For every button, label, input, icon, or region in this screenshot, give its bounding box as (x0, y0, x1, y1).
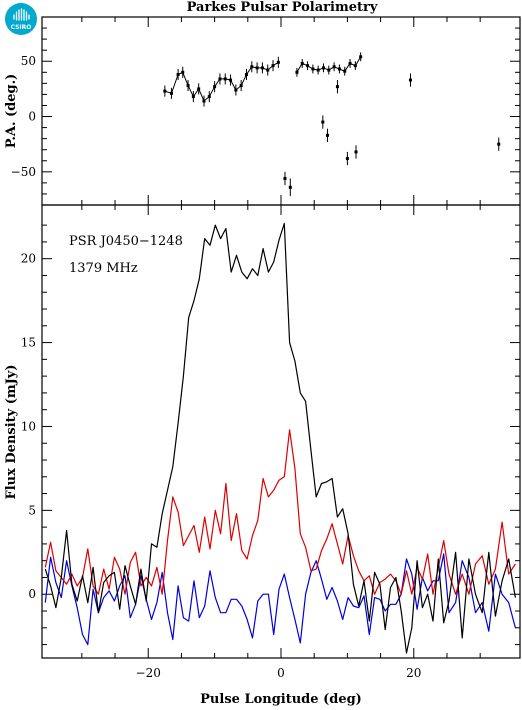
bottom-y-tick-label: 15 (21, 336, 36, 350)
x-tick-label: 0 (277, 666, 285, 680)
pa-point (316, 68, 320, 72)
pa-point (348, 61, 352, 65)
csiro-logo: CSIRO (5, 3, 37, 35)
pa-point (260, 66, 264, 70)
top-panel-frame (41, 16, 521, 206)
pa-point (266, 68, 270, 72)
logo-text: CSIRO (11, 24, 32, 31)
pa-point (186, 84, 190, 88)
top-y-tick-label: 0 (28, 110, 36, 124)
pa-point (497, 142, 501, 146)
pa-point (337, 67, 341, 71)
pa-point (244, 73, 248, 77)
top-y-tick-label: 50 (21, 54, 36, 68)
x-tick-label: 20 (406, 666, 421, 680)
pa-point (176, 73, 180, 77)
pa-point (271, 64, 275, 68)
pa-point (321, 66, 325, 70)
pa-point (306, 64, 310, 68)
pulsar-name-annotation: PSR J0450−1248 (69, 234, 183, 249)
linear-polarization-line (44, 429, 516, 595)
bottom-y-tick-label: 5 (28, 503, 36, 517)
pa-points (163, 52, 501, 197)
x-tick-label: −20 (136, 666, 161, 680)
pa-point (223, 77, 227, 81)
tick-labels: −20 0 20 −50 0 50 0 5 10 15 20 (11, 54, 422, 680)
pa-point (181, 70, 185, 74)
pa-point (288, 185, 292, 189)
circular-polarization-line (44, 553, 516, 646)
pa-point (295, 70, 299, 74)
pa-point (359, 55, 363, 59)
chart-title: Parkes Pulsar Polarimetry (187, 0, 378, 15)
pa-point (408, 78, 412, 82)
pa-point (202, 99, 206, 103)
total-intensity-line (44, 222, 516, 654)
pa-point (343, 69, 347, 73)
pa-point (218, 77, 222, 81)
pa-point (163, 89, 167, 93)
pa-point (229, 78, 233, 82)
pa-point (311, 67, 315, 71)
bottom-y-axis-label: Flux Density (mJy) (4, 365, 19, 500)
pa-point (345, 157, 349, 161)
top-y-axis-label: P.A. (deg.) (4, 74, 19, 149)
pa-point (255, 66, 259, 70)
pa-point (213, 85, 217, 89)
bottom-y-tick-label: 10 (21, 419, 36, 433)
pa-point (325, 133, 329, 137)
pa-point (276, 60, 280, 64)
flux-series (44, 222, 516, 654)
pa-point (354, 150, 358, 154)
pa-point (300, 61, 304, 65)
bottom-y-tick-label: 20 (21, 252, 36, 266)
pa-point (335, 85, 339, 89)
pa-point (191, 95, 195, 99)
pa-connector-line (164, 61, 279, 102)
pa-point (327, 68, 331, 72)
pa-point (250, 65, 254, 69)
pa-point (169, 91, 173, 95)
pa-point (234, 88, 238, 92)
axis-ticks (42, 17, 520, 658)
top-y-tick-label: −50 (11, 165, 36, 179)
pa-point (239, 84, 243, 88)
pa-point (353, 64, 357, 68)
frequency-annotation: 1379 MHz (69, 261, 138, 276)
pa-point (207, 95, 211, 99)
pa-point (197, 87, 201, 91)
x-axis-label: Pulse Longitude (deg) (200, 692, 362, 707)
pa-point (332, 65, 336, 69)
pa-point (321, 120, 325, 124)
bottom-y-tick-label: 0 (28, 587, 36, 601)
pa-point (283, 176, 287, 180)
